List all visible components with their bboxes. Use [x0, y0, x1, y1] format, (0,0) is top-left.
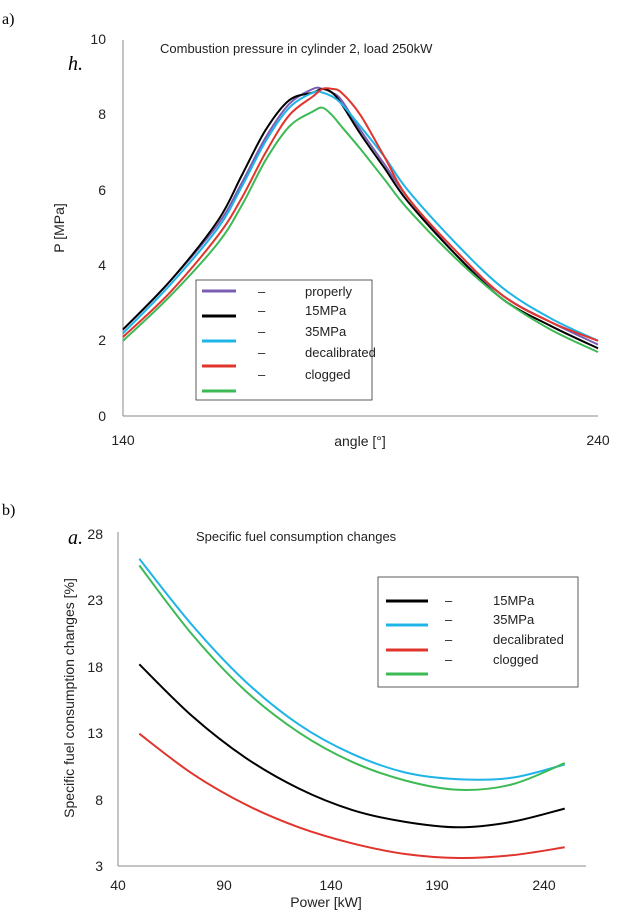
chart-a-x-tick: 140 [111, 432, 135, 448]
chart-a-y-tick: 0 [98, 408, 106, 424]
chart-b-legend-label: clogged [493, 652, 539, 667]
chart-a-legend-dash: – [258, 367, 266, 382]
chart-b-series-group [138, 558, 566, 860]
chart-a-legend-dash: – [258, 345, 266, 360]
chart-a-y-tick: 10 [90, 31, 106, 47]
chart-b-series-line-35mpa [138, 558, 565, 781]
chart-b-x-tick: 90 [216, 877, 232, 893]
chart-b-x-tick: 140 [319, 877, 343, 893]
chart-b-y-axis-label: Specific fuel consumption changes [%] [61, 578, 77, 818]
chart-a-italic-tag: h. [68, 53, 83, 75]
chart-b: b) a. Specific fuel consumption changes … [2, 502, 586, 910]
chart-b-legend-dash: – [445, 593, 453, 608]
chart-a-x-axis-label: angle [°] [334, 433, 386, 449]
chart-a-y-ticks: 0 2 4 6 8 10 [90, 31, 106, 424]
chart-b-italic-tag: a. [68, 527, 83, 549]
chart-b-panel-label: b) [2, 502, 15, 519]
chart-b-y-ticks: 3 8 13 18 23 28 [87, 526, 103, 874]
chart-a-series-line-35mpa [122, 90, 599, 342]
chart-a-series-line-15mpa [122, 87, 599, 350]
chart-a-series-line-clogged [122, 106, 599, 354]
chart-b-series-line-clogged [138, 564, 566, 791]
chart-b-legend-box [377, 576, 579, 688]
chart-a-y-tick: 4 [98, 257, 106, 273]
chart-a-legend-entry: – decalibrated [202, 345, 376, 368]
chart-b-legend-dash: – [445, 612, 453, 627]
chart-a-y-axis-label: P [MPa] [51, 203, 67, 253]
chart-b-series-line-decalibrated [138, 732, 565, 860]
chart-a-legend-entry: – clogged [202, 367, 351, 393]
chart-b-title: Specific fuel consumption changes [196, 529, 397, 544]
chart-a-legend-label: clogged [305, 367, 351, 382]
chart-b-legend-dash: – [445, 632, 453, 647]
chart-b-legend-entry: – 15MPa [386, 593, 535, 608]
chart-b-legend-label: 15MPa [493, 593, 535, 608]
chart-a-x-ticks: 140 240 [111, 432, 610, 448]
chart-b-legend-label: decalibrated [493, 632, 564, 647]
chart-b-y-tick: 3 [95, 858, 103, 874]
chart-b-y-tick: 18 [87, 659, 103, 675]
chart-a-legend-label: properly [305, 284, 352, 299]
chart-a-y-tick: 2 [98, 332, 106, 348]
chart-a: a) h. Combustion pressure in cylinder 2,… [2, 11, 610, 449]
chart-a-x-tick: 240 [586, 432, 610, 448]
chart-a-legend-label: decalibrated [305, 345, 376, 360]
chart-b-legend-entry: – 35MPa [386, 612, 535, 627]
chart-a-series-line-decalibrated [122, 87, 599, 342]
chart-a-legend-dash: – [258, 324, 266, 339]
chart-a-legend-dash: – [258, 303, 266, 318]
chart-b-x-tick: 40 [110, 877, 126, 893]
chart-b-x-tick: 190 [425, 877, 449, 893]
chart-b-legend-label: 35MPa [493, 612, 535, 627]
chart-b-x-axis-label: Power [kW] [290, 894, 362, 910]
chart-b-y-tick: 8 [95, 792, 103, 808]
chart-a-title: Combustion pressure in cylinder 2, load … [160, 41, 433, 56]
chart-b-y-tick: 28 [87, 526, 103, 542]
chart-b-legend-entry: – clogged [386, 652, 539, 676]
chart-b-legend-dash: – [445, 652, 453, 667]
chart-a-legend-label: 15MPa [305, 303, 347, 318]
chart-a-legend-entry: – 35MPa [202, 324, 347, 343]
chart-a-panel-label: a) [2, 11, 14, 28]
chart-a-legend-label: 35MPa [305, 324, 347, 339]
chart-a-legend-entry: – properly [202, 284, 352, 299]
chart-a-y-tick: 6 [98, 182, 106, 198]
chart-b-legend: – 15MPa – 35MPa – decalibrated – clogged [377, 576, 579, 688]
chart-b-x-tick: 240 [532, 877, 556, 893]
chart-b-y-tick: 23 [87, 592, 103, 608]
chart-a-legend-dash: – [258, 284, 266, 299]
chart-b-x-ticks: 40 90 140 190 240 [110, 877, 556, 893]
chart-a-y-tick: 8 [98, 106, 106, 122]
chart-a-series-group [122, 86, 599, 354]
chart-a-legend-entry: – 15MPa [202, 303, 347, 318]
chart-b-legend-entry: – decalibrated [386, 632, 564, 652]
chart-a-legend: – properly – 15MPa – 35MPa – decalibrate… [195, 279, 376, 401]
chart-b-y-tick: 13 [87, 725, 103, 741]
chart-b-series-line-15mpa [138, 663, 565, 829]
